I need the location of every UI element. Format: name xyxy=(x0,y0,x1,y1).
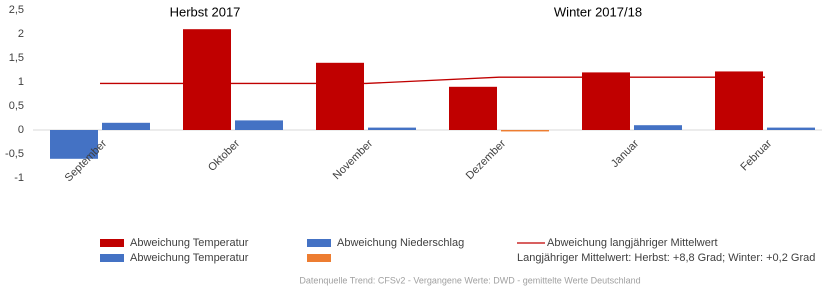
legend-label: Abweichung Temperatur xyxy=(130,252,249,264)
y-tick-label: 2 xyxy=(18,28,24,40)
y-tick-label: -1 xyxy=(14,172,24,184)
bar xyxy=(368,127,416,130)
bar xyxy=(50,130,98,159)
legend-swatch xyxy=(100,254,124,262)
y-tick-label: 1 xyxy=(18,76,24,88)
x-tick-label: Januar xyxy=(609,137,642,170)
bar xyxy=(183,29,231,131)
y-tick-label: 1,5 xyxy=(9,52,24,64)
legend-swatch xyxy=(307,254,331,262)
y-tick-label: -0,5 xyxy=(5,148,24,160)
x-tick-label: Februar xyxy=(738,137,774,173)
y-tick-label: 2,5 xyxy=(9,4,24,16)
x-tick-label: Oktober xyxy=(206,137,242,173)
y-tick-label: 0 xyxy=(18,124,24,136)
legend-label: Abweichung Temperatur xyxy=(130,237,249,249)
legend-swatch xyxy=(307,239,331,247)
bar xyxy=(582,72,630,130)
annotation: Herbst 2017 xyxy=(170,4,241,19)
x-tick-label: November xyxy=(331,137,376,182)
line xyxy=(100,76,765,85)
bar xyxy=(316,62,364,130)
legend-label: Abweichung Niederschlag xyxy=(337,237,464,249)
bar xyxy=(235,120,283,130)
x-tick-label: Dezember xyxy=(464,137,509,182)
legend-swatch xyxy=(100,239,124,247)
legend-label: Abweichung langjähriger Mittelwert xyxy=(547,237,718,249)
bar xyxy=(102,122,150,130)
y-tick-label: 0,5 xyxy=(9,100,24,112)
bar xyxy=(715,71,763,130)
bar xyxy=(501,130,549,132)
legend-note: Langjähriger Mittelwert: Herbst: +8,8 Gr… xyxy=(517,252,815,264)
source: Datenquelle Trend: CFSv2 - Vergangene We… xyxy=(299,275,640,285)
bar xyxy=(767,127,815,130)
annotation: Winter 2017/18 xyxy=(554,4,642,19)
bar xyxy=(634,125,682,130)
bar xyxy=(449,86,497,130)
